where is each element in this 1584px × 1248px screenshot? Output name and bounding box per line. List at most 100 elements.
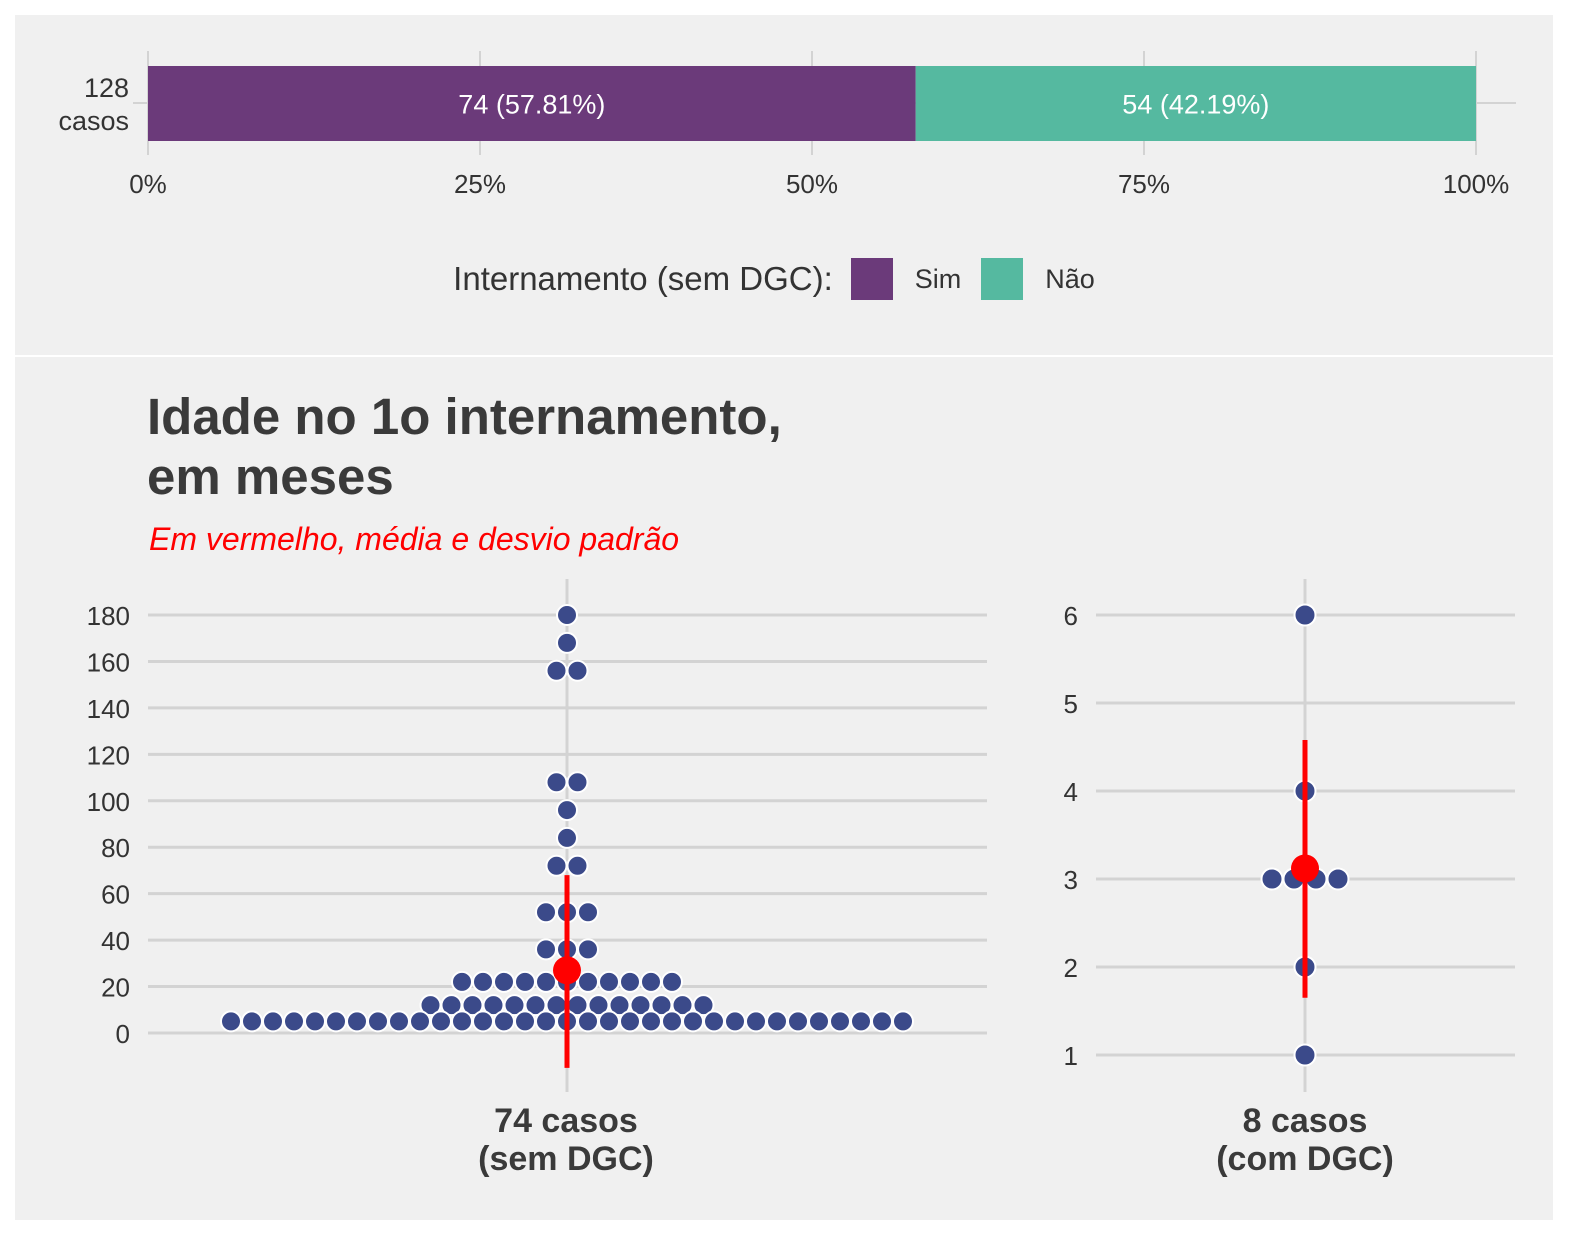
panel0-ytick-100: 100 [87, 787, 130, 817]
panel0-point [661, 1010, 683, 1033]
legend-key-nao [981, 258, 1024, 300]
panel1-point [1293, 1043, 1317, 1067]
panel0-ytick-140: 140 [87, 694, 130, 724]
panel0-point [535, 938, 557, 961]
panel1-mean-point [1291, 854, 1319, 883]
legend-label-nao: Não [1045, 263, 1095, 294]
panel0-point [545, 659, 568, 682]
xcat-com-dgc: 8 casos (com DGC) [1155, 1102, 1455, 1178]
panel0-point [325, 1010, 347, 1033]
panel0-point [598, 1010, 620, 1033]
panel0-ytick-120: 120 [87, 740, 130, 770]
bar-tick-label-25: 25% [454, 169, 506, 199]
panel0-point [692, 994, 715, 1017]
beeswarm-chart: 0 20 40 60 80 100 120 140 160 180 1 2 3 4 5 6 [87, 579, 1515, 1092]
panel0-point [566, 771, 589, 794]
panel0-point [545, 854, 568, 877]
panel0-point [566, 854, 589, 877]
bar-tick-label-100: 100% [1443, 169, 1510, 199]
panel0-point [367, 1010, 389, 1033]
panel0-point [640, 1010, 662, 1033]
panel0-point [745, 1010, 767, 1033]
proportion-panel: 74 (57.81%) 54 (42.19%) 0% 25% 50% 75% 100% 1… [15, 15, 1553, 355]
panel0-point [388, 1010, 410, 1033]
age-panel: Idade no 1o internamento, em meses Em ve… [15, 357, 1553, 1220]
panel1-ytick-2: 2 [1064, 953, 1078, 983]
bar-segment-1 [915, 66, 1476, 141]
xcat-com-dgc-line2: (com DGC) [1216, 1140, 1394, 1178]
panel0-point [829, 1010, 851, 1033]
panel1-point [1326, 867, 1350, 891]
chart-title-line2: em meses [147, 448, 394, 505]
bar-segment-label-1: 54 (42.19%) [1122, 90, 1269, 120]
panel0-point [556, 631, 578, 654]
panel0-point [619, 970, 641, 993]
panel0-point [451, 970, 473, 993]
panel0-point [577, 901, 599, 924]
panel0-point [682, 1010, 704, 1033]
panel1-ytick-6: 6 [1064, 601, 1078, 631]
panel0-point [493, 970, 515, 993]
panel0-ytick-180: 180 [87, 601, 130, 631]
xcat-sem-dgc-line2: (sem DGC) [478, 1140, 654, 1178]
panel0-point [556, 799, 578, 822]
panel1-ytick-3: 3 [1064, 865, 1078, 895]
panel0-point [472, 970, 494, 993]
panel0-point [640, 970, 662, 993]
panel0-point [566, 659, 589, 682]
panel0-point [535, 901, 557, 924]
panel0-point [283, 1010, 305, 1033]
panel0-point [514, 1010, 536, 1033]
legend-key-sim [850, 258, 893, 300]
panel0-point [556, 604, 578, 626]
panel0-ytick-20: 20 [101, 973, 130, 1003]
panel0-point [262, 1010, 284, 1033]
panel0-ytick-80: 80 [101, 833, 130, 863]
bar-tick-label-50: 50% [786, 169, 838, 199]
panel0-point [451, 1010, 473, 1033]
panel0-ytick-160: 160 [87, 647, 130, 677]
panel0-mean-point [553, 956, 581, 985]
proportion-bar-chart: 74 (57.81%) 54 (42.19%) 0% 25% 50% 75% 100% 1… [58, 51, 1516, 199]
panel0-point [703, 1010, 725, 1033]
panel0-point [304, 1010, 326, 1033]
panel0-point [766, 1010, 788, 1033]
panel0-point [619, 1010, 641, 1033]
bar-segment-0 [148, 66, 916, 141]
chart-title: Idade no 1o internamento, em meses [147, 387, 782, 507]
panel0-point [409, 1010, 431, 1033]
panel0-point [493, 1010, 515, 1033]
panel0-ytick-0: 0 [116, 1019, 130, 1049]
panel0-point [346, 1010, 368, 1033]
legend-title: Internamento (sem DGC): [453, 260, 833, 297]
panel0-point [892, 1010, 914, 1033]
xcat-sem-dgc: 74 casos (sem DGC) [416, 1102, 716, 1178]
panel0-point [535, 1010, 557, 1033]
panel0-point [545, 771, 568, 794]
panel1-point [1260, 867, 1284, 891]
panel1-ytick-5: 5 [1064, 689, 1078, 719]
panel0-point [808, 1010, 830, 1033]
legend-label-sim: Sim [914, 263, 962, 294]
panel0-point [598, 970, 620, 993]
panel0-point [535, 970, 557, 993]
xcat-com-dgc-line1: 8 casos [1242, 1102, 1368, 1140]
panel1-point [1293, 603, 1317, 627]
panel1-ytick-4: 4 [1064, 777, 1078, 807]
panel1-ytick-1: 1 [1064, 1041, 1078, 1071]
chart-title-line1: Idade no 1o internamento, [147, 388, 782, 445]
bar-tick-label-75: 75% [1118, 169, 1170, 199]
bar-tick-label-0: 0% [129, 169, 167, 199]
panel0-point [787, 1010, 809, 1033]
panel0-point [556, 826, 578, 849]
panel0-point [577, 938, 599, 961]
bar-segment-label-0: 74 (57.81%) [458, 90, 605, 120]
panel0-ytick-40: 40 [101, 926, 130, 956]
panel0-point [724, 1010, 746, 1033]
panel0-point [577, 970, 599, 993]
panel0-point [850, 1010, 872, 1033]
panel0-point [241, 1010, 263, 1033]
panel0-point [472, 1010, 494, 1033]
panel0-point [577, 1010, 599, 1033]
panel0-point [514, 970, 536, 993]
